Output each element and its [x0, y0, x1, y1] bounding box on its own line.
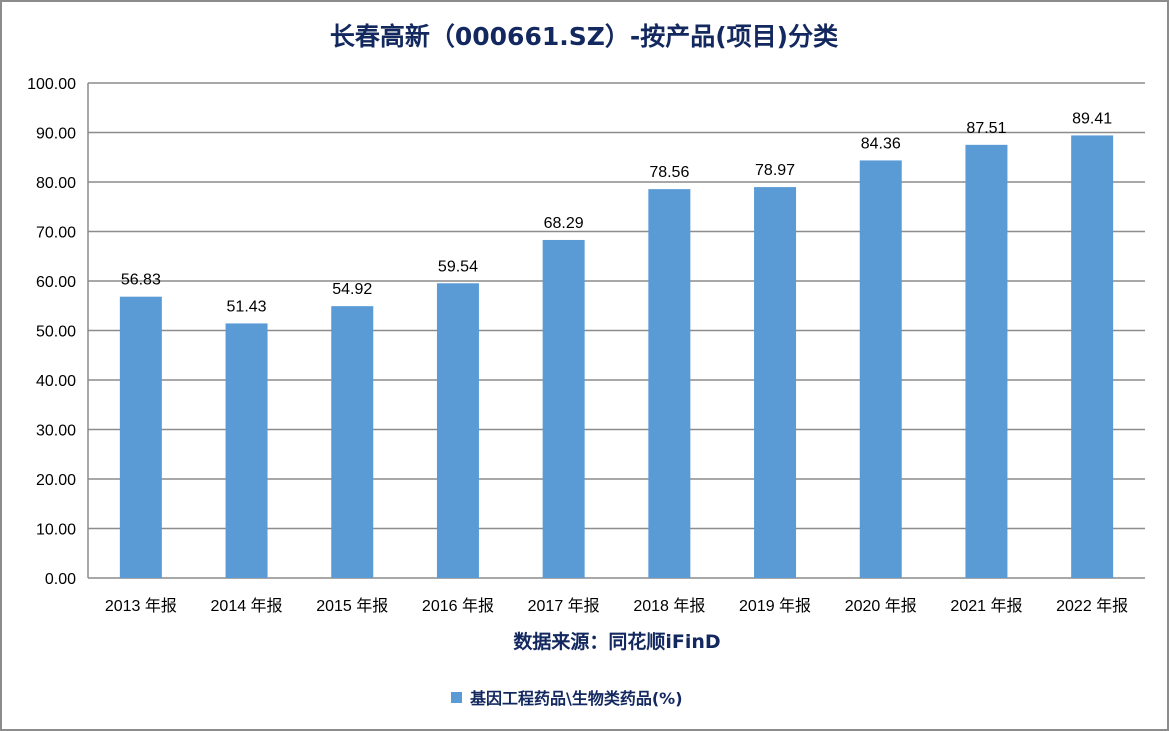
bar [965, 144, 1008, 578]
legend-label: 基因工程药品\生物类药品(%) [469, 689, 683, 708]
x-tick-label: 2022 年报 [1056, 597, 1128, 615]
y-tick-label: 50.00 [36, 324, 76, 341]
data-label: 84.36 [861, 135, 901, 152]
data-label: 54.92 [332, 281, 372, 298]
x-tick-label: 2019 年报 [739, 597, 811, 615]
bar [859, 160, 902, 578]
y-tick-label: 40.00 [36, 373, 76, 390]
bar [542, 239, 585, 579]
data-label: 87.51 [966, 120, 1006, 137]
y-tick-label: 10.00 [36, 522, 76, 539]
y-tick-label: 80.00 [36, 175, 76, 192]
bar [331, 306, 374, 578]
y-tick-label: 70.00 [36, 225, 76, 242]
data-label: 51.43 [227, 298, 267, 315]
x-tick-label: 2013 年报 [105, 597, 177, 615]
data-label: 89.41 [1072, 110, 1112, 127]
y-tick-label: 30.00 [36, 423, 76, 440]
data-label: 68.29 [544, 215, 584, 232]
x-tick-label: 2020 年报 [845, 597, 917, 615]
x-tick-label: 2016 年报 [422, 597, 494, 615]
x-tick-label: 2021 年报 [950, 597, 1022, 615]
data-label: 78.97 [755, 162, 795, 179]
y-tick-label: 20.00 [36, 472, 76, 489]
bar [754, 187, 797, 578]
chart-title: 长春高新（000661.SZ）-按产品(项目)分类 [330, 22, 839, 51]
legend-swatch [451, 692, 462, 703]
data-label: 59.54 [438, 258, 478, 275]
x-tick-label: 2014 年报 [211, 597, 283, 615]
y-tick-label: 90.00 [36, 126, 76, 143]
legend: 基因工程药品\生物类药品(%) [451, 689, 683, 708]
bar [119, 296, 162, 578]
bar [225, 323, 268, 578]
data-label: 78.56 [649, 164, 689, 181]
y-tick-label: 0.00 [45, 571, 76, 588]
bar [1071, 135, 1114, 578]
x-tick-label: 2015 年报 [316, 597, 388, 615]
x-tick-label: 2018 年报 [633, 597, 705, 615]
y-tick-label: 100.00 [27, 76, 76, 93]
x-tick-label: 2017 年报 [528, 597, 600, 615]
y-tick-label: 60.00 [36, 274, 76, 291]
x-axis-label: 数据来源：同花顺iFinD [513, 630, 720, 653]
data-label: 56.83 [121, 272, 161, 289]
bar [648, 189, 691, 579]
bar [436, 283, 479, 578]
